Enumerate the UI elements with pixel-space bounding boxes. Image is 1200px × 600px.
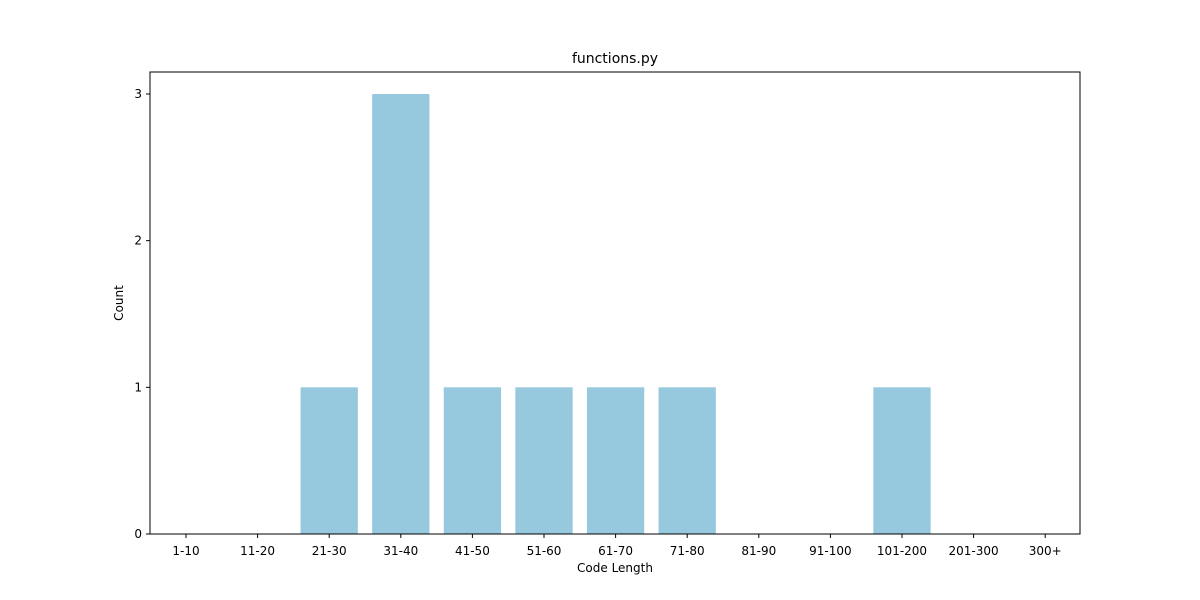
x-tick-label: 41-50 (455, 544, 490, 558)
x-tick-label: 300+ (1029, 544, 1062, 558)
plot-frame (149, 71, 1081, 535)
x-tick-label: 81-90 (741, 544, 776, 558)
x-tick-label: 11-20 (240, 544, 275, 558)
x-tick-label: 31-40 (383, 544, 418, 558)
x-tick-label: 51-60 (527, 544, 562, 558)
x-tick-label: 1-10 (172, 544, 199, 558)
x-tick-label: 71-80 (670, 544, 705, 558)
x-axis: 1-10 11-20 21-30 31-40 41-50 51-60 61-70 71-80 8… (172, 534, 1062, 558)
y-tick-label: 1 (134, 380, 142, 394)
y-axis: 0 1 2 3 (134, 87, 150, 541)
x-tick-label: 61-70 (598, 544, 633, 558)
x-tick-label: 101-200 (877, 544, 927, 558)
y-axis-label: Count (112, 285, 126, 321)
bar-51-60 (515, 387, 573, 534)
bar-61-70 (586, 387, 645, 534)
bar-21-30 (300, 387, 358, 534)
x-tick-label: 21-30 (312, 544, 347, 558)
y-tick-label: 0 (134, 527, 142, 541)
x-tick-label: 201-300 (949, 544, 999, 558)
x-tick-label: 91-100 (809, 544, 852, 558)
bars-layer (300, 94, 931, 534)
bar-31-40 (372, 94, 430, 534)
x-axis-label: Code Length (577, 561, 653, 575)
bar-71-80 (658, 387, 716, 534)
bar-101-200 (873, 387, 931, 534)
chart-title: functions.py (572, 51, 658, 67)
bar-41-50 (443, 387, 502, 534)
y-tick-label: 2 (134, 234, 142, 248)
y-tick-label: 3 (134, 87, 142, 101)
